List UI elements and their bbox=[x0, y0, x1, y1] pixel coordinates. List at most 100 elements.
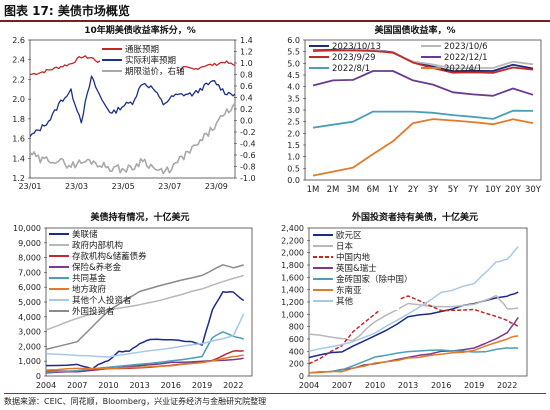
left-axis-tick-label: 2.0 bbox=[12, 95, 25, 104]
legend-item-4-label: 金砖国家（除中国） bbox=[336, 274, 413, 285]
source-note: 数据来源：CEIC、同花顺，Bloomberg，兴业证券经济与金融研究院整理 bbox=[4, 393, 546, 410]
x-tick-label: 2022 bbox=[497, 381, 517, 390]
x-tick-label: 3M bbox=[347, 185, 360, 195]
chart-holdings: 美债持有情况，十亿美元 0 1,000 2,000 3,000 4,000 5,000 6,0… bbox=[13, 211, 253, 390]
right-axis-tick-label: 1.0 bbox=[240, 59, 253, 68]
y-axis-tick-label: 1.0 bbox=[287, 153, 300, 162]
legend-item-5-label: 地方政府 bbox=[72, 284, 107, 295]
x-tick-label: 3Y bbox=[428, 185, 439, 195]
x-tick-label: 2004 bbox=[36, 381, 56, 390]
y-axis-tick-label: 5,000 bbox=[18, 298, 41, 307]
x-tick-label: 2016 bbox=[161, 381, 181, 390]
legend-item-6-label: 其他个人投资者 bbox=[72, 295, 132, 306]
legend-item-5-label: 东南亚 bbox=[336, 285, 362, 296]
x-tick-label: 2010 bbox=[365, 381, 385, 390]
y-axis-tick-label: 0.5 bbox=[287, 164, 300, 173]
y-axis-tick-label: 10,000 bbox=[13, 224, 41, 233]
chart-10y-yield-breakdown: 10年期美债收益率拆分，% 1.2 1.4 1.6 1.8 2.0 2.2 2.4 2.6 -1.… bbox=[12, 24, 256, 191]
chart-yield-curve: 美国国债收益率，% 0.0 0.5 1.0 1.5 2.0 2.5 3.0 3.5 4.0 4.5 5… bbox=[287, 24, 542, 195]
series-line-1 bbox=[45, 274, 244, 331]
panel-holdings: 美债持有情况，十亿美元 0 1,000 2,000 3,000 4,000 5,000 6,0… bbox=[0, 208, 275, 393]
series-line-2 bbox=[308, 295, 519, 365]
y-axis-tick-label: 5.0 bbox=[287, 59, 300, 68]
x-tick-label: 20Y bbox=[505, 185, 522, 195]
right-axis-tick-label: 0.0 bbox=[240, 117, 253, 126]
right-axis-tick-label: 0.4 bbox=[240, 94, 253, 103]
x-tick-label: 2007 bbox=[332, 381, 352, 390]
y-axis-tick-label: 2,400 bbox=[281, 224, 304, 233]
legend-item-2-label: 中国内地 bbox=[336, 252, 371, 263]
legend-item-5-label: 2022/4/1 bbox=[444, 64, 482, 74]
y-axis-tick-label: 0.0 bbox=[287, 176, 300, 185]
chart-title: 10年期美债收益率拆分，% bbox=[84, 24, 196, 36]
chart-title: 外国投资者持有美债，十亿美元 bbox=[351, 211, 478, 223]
legend-item-2-label: 期限溢价，右轴 bbox=[125, 66, 185, 77]
y-axis-tick-label: 4.0 bbox=[287, 83, 300, 92]
x-tick-label: 6M bbox=[367, 185, 380, 195]
legend-item-0-label: 欧元区 bbox=[336, 230, 362, 241]
x-tick-label: 23/07 bbox=[158, 182, 181, 191]
series-line-2 bbox=[312, 49, 534, 74]
y-axis-tick-label: 9,000 bbox=[18, 239, 41, 248]
legend-item-0-label: 通胀预期 bbox=[125, 44, 159, 55]
x-tick-label: 23/01 bbox=[18, 182, 41, 191]
panel-10y-yield-breakdown: 10年期美债收益率拆分，% 1.2 1.4 1.6 1.8 2.0 2.2 2.4 2.6 -1.… bbox=[0, 22, 275, 202]
y-axis-tick-label: 8,000 bbox=[18, 254, 41, 263]
series-line-4 bbox=[312, 109, 534, 129]
x-tick-label: 2016 bbox=[431, 381, 451, 390]
legend-item-1-label: 实际利率预期 bbox=[125, 55, 176, 66]
x-tick-label: 2010 bbox=[98, 381, 118, 390]
legend-item-4-label: 共同基金 bbox=[72, 273, 107, 284]
x-tick-label: 2007 bbox=[67, 381, 87, 390]
x-tick-label: 5Y bbox=[448, 185, 459, 195]
y-axis-tick-label: 800 bbox=[289, 323, 304, 332]
y-axis-tick-label: 2,200 bbox=[281, 236, 304, 245]
right-axis-tick-label: -1.0 bbox=[240, 174, 256, 183]
y-axis-tick-label: 7,000 bbox=[18, 268, 41, 277]
y-axis-tick-label: 4,000 bbox=[18, 313, 41, 322]
series-line-3 bbox=[312, 70, 534, 97]
y-axis-tick-label: 4.5 bbox=[287, 71, 300, 80]
figure-header: 图表 17: 美债市场概览 bbox=[0, 0, 550, 22]
y-axis-tick-label: 3.5 bbox=[287, 94, 300, 103]
legend-item-7-label: 外国投资者 bbox=[72, 306, 115, 317]
series-line-3 bbox=[45, 357, 244, 374]
left-axis-tick-label: 2.6 bbox=[12, 36, 25, 45]
y-axis-tick-label: 400 bbox=[289, 347, 304, 356]
series-line-2 bbox=[29, 102, 236, 175]
right-axis-tick-label: 1.4 bbox=[240, 36, 253, 45]
y-axis-tick-label: 0 bbox=[299, 372, 304, 381]
left-axis-tick-label: 2.4 bbox=[12, 56, 25, 65]
series-line-7 bbox=[45, 264, 244, 351]
x-tick-label: 2019 bbox=[464, 381, 484, 390]
x-tick-label: 23/09 bbox=[205, 182, 228, 191]
panel-foreign-holdings: 外国投资者持有美债，十亿美元 0 200 400 600 800 1,000 1,200 1,4… bbox=[275, 208, 550, 393]
legend-item-3-label: 保险&养老金 bbox=[72, 262, 122, 273]
y-axis-tick-label: 6,000 bbox=[18, 283, 41, 292]
left-axis-tick-label: 1.8 bbox=[12, 115, 25, 124]
y-axis-tick-label: 2,000 bbox=[281, 249, 304, 258]
x-tick-label: 23/03 bbox=[65, 182, 88, 191]
y-axis-tick-label: 1,000 bbox=[18, 357, 41, 366]
right-axis-tick-label: 0.6 bbox=[240, 82, 253, 91]
x-tick-label: 10Y bbox=[485, 185, 502, 195]
y-axis-tick-label: 3,000 bbox=[18, 328, 41, 337]
y-axis-tick-label: 1,400 bbox=[281, 286, 304, 295]
x-tick-label: 2013 bbox=[398, 381, 418, 390]
left-axis-tick-label: 2.2 bbox=[12, 75, 25, 84]
x-tick-label: 2019 bbox=[192, 381, 212, 390]
chart-title: 美国国债收益率，% bbox=[374, 24, 455, 36]
x-tick-label: 2M bbox=[327, 185, 340, 195]
right-axis-tick-label: -0.8 bbox=[240, 163, 256, 172]
x-tick-label: 2Y bbox=[408, 185, 419, 195]
series-line-0 bbox=[45, 290, 245, 370]
y-axis-tick-label: 1,600 bbox=[281, 273, 304, 282]
right-axis-tick-label: 0.8 bbox=[240, 71, 253, 80]
x-tick-label: 1M bbox=[307, 185, 320, 195]
right-axis-tick-label: 1.2 bbox=[240, 48, 253, 57]
legend-item-6-label: 其他 bbox=[336, 296, 354, 307]
legend-item-1-label: 政府内部机构 bbox=[72, 240, 123, 251]
y-axis-tick-label: 1,200 bbox=[281, 298, 304, 307]
panel-yield-curve: 美国国债收益率，% 0.0 0.5 1.0 1.5 2.0 2.5 3.0 3.5 4.0 4.5 5… bbox=[275, 22, 550, 202]
y-axis-tick-label: 3.0 bbox=[287, 106, 300, 115]
